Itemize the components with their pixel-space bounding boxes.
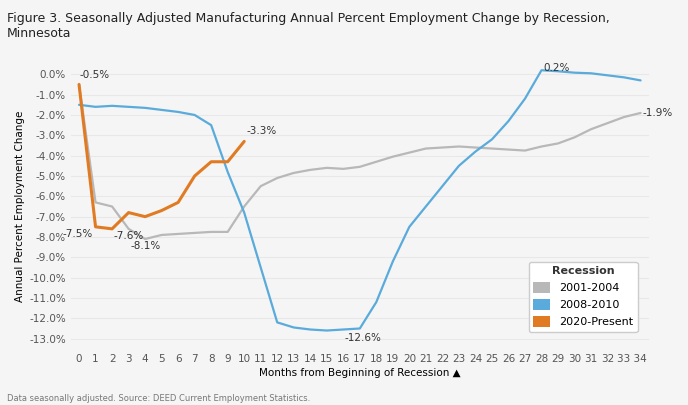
Text: -8.1%: -8.1% [130, 241, 160, 251]
Text: Data seasonally adjusted. Source: DEED Current Employment Statistics.: Data seasonally adjusted. Source: DEED C… [7, 394, 310, 403]
Text: -12.6%: -12.6% [345, 333, 382, 343]
Y-axis label: Annual Percent Employment Change: Annual Percent Employment Change [15, 111, 25, 302]
Text: -3.3%: -3.3% [247, 126, 277, 136]
Text: -7.6%: -7.6% [114, 231, 144, 241]
Text: -1.9%: -1.9% [642, 108, 672, 118]
Text: Figure 3. Seasonally Adjusted Manufacturing Annual Percent Employment Change by : Figure 3. Seasonally Adjusted Manufactur… [7, 12, 610, 40]
Text: -7.5%: -7.5% [63, 229, 93, 239]
Text: 0.2%: 0.2% [543, 63, 570, 73]
X-axis label: Months from Beginning of Recession ▲: Months from Beginning of Recession ▲ [259, 368, 461, 378]
Text: -0.5%: -0.5% [80, 70, 110, 81]
Legend: 2001-2004, 2008-2010, 2020-Present: 2001-2004, 2008-2010, 2020-Present [529, 262, 638, 332]
